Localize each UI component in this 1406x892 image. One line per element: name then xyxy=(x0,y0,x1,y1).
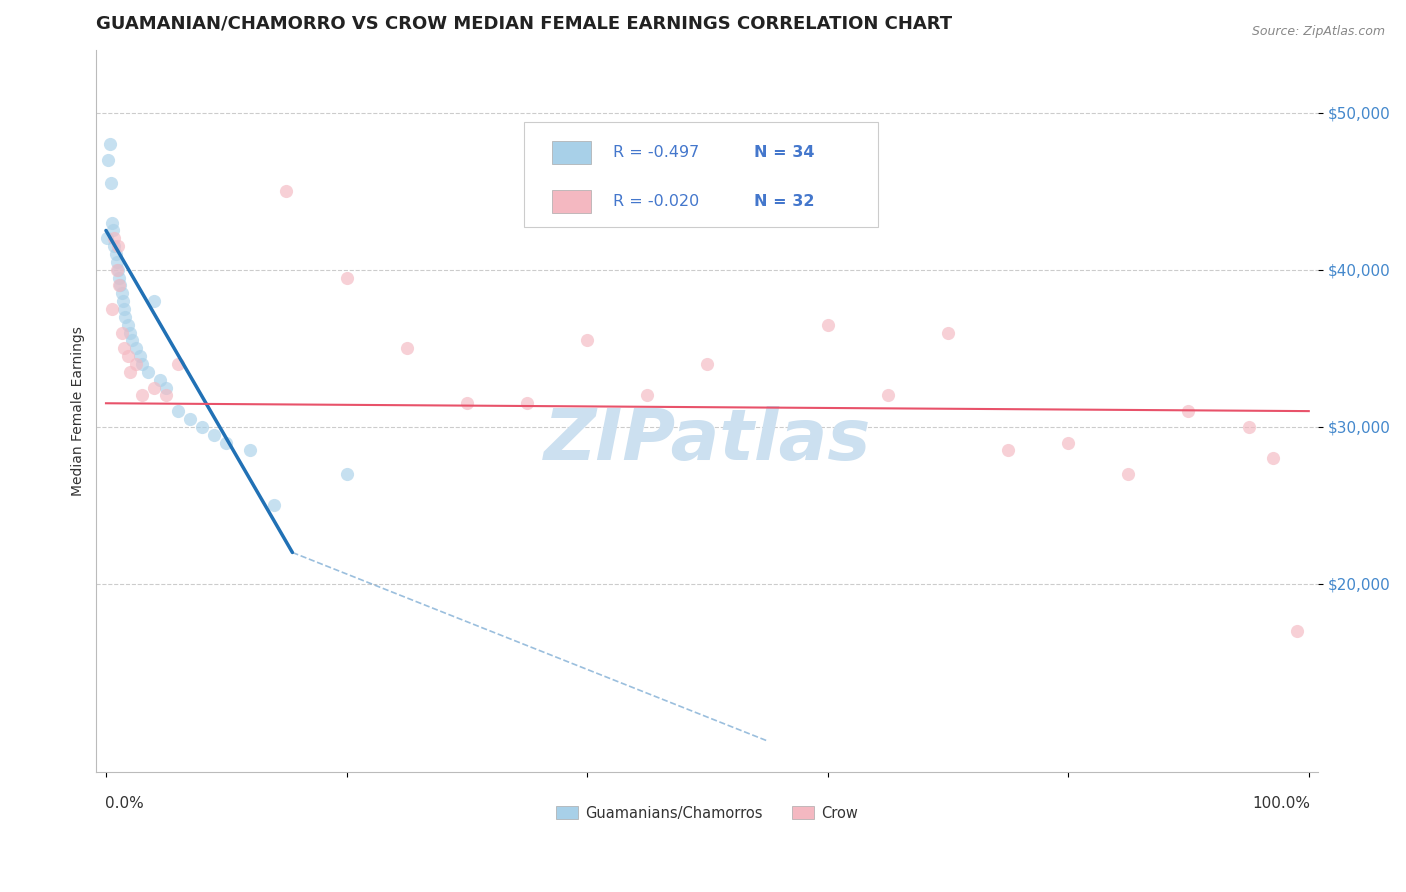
Point xyxy=(103,239,125,253)
Point xyxy=(179,412,201,426)
Point xyxy=(98,137,121,152)
Point xyxy=(1057,435,1080,450)
Point xyxy=(1118,467,1140,481)
Point xyxy=(202,427,225,442)
Point xyxy=(191,419,214,434)
Point xyxy=(103,223,125,237)
Point xyxy=(239,443,262,458)
Point xyxy=(167,404,190,418)
Text: R = -0.020: R = -0.020 xyxy=(613,194,700,209)
Point xyxy=(112,301,135,316)
Point xyxy=(276,184,298,198)
Point xyxy=(155,388,177,402)
Point xyxy=(100,177,122,191)
Text: N = 32: N = 32 xyxy=(754,194,814,209)
Point xyxy=(110,286,132,301)
Point xyxy=(876,388,898,402)
Point xyxy=(114,310,136,324)
Point xyxy=(128,349,150,363)
Point xyxy=(112,341,135,355)
Point xyxy=(576,334,599,348)
Point xyxy=(117,318,139,332)
Point xyxy=(696,357,718,371)
Point xyxy=(103,231,125,245)
Point xyxy=(117,349,139,363)
Point xyxy=(335,467,357,481)
Point xyxy=(118,326,141,340)
Legend: Guamanians/Chamorros, Crow: Guamanians/Chamorros, Crow xyxy=(551,800,865,827)
Point xyxy=(101,216,124,230)
Point xyxy=(263,499,285,513)
Bar xyxy=(553,141,592,164)
Point xyxy=(1237,419,1260,434)
Point xyxy=(107,239,129,253)
Point xyxy=(110,278,132,293)
FancyBboxPatch shape xyxy=(524,122,879,227)
Point xyxy=(136,365,159,379)
Point xyxy=(96,231,118,245)
Text: Source: ZipAtlas.com: Source: ZipAtlas.com xyxy=(1251,25,1385,38)
Point xyxy=(111,294,134,309)
Point xyxy=(143,294,166,309)
Point xyxy=(215,435,238,450)
Point xyxy=(110,326,132,340)
Text: GUAMANIAN/CHAMORRO VS CROW MEDIAN FEMALE EARNINGS CORRELATION CHART: GUAMANIAN/CHAMORRO VS CROW MEDIAN FEMALE… xyxy=(97,15,952,33)
Point xyxy=(1177,404,1199,418)
Bar xyxy=(553,190,592,213)
Point xyxy=(104,247,127,261)
Text: ZIPatlas: ZIPatlas xyxy=(544,406,872,475)
Point xyxy=(125,341,148,355)
Point xyxy=(108,270,131,285)
Point xyxy=(516,396,538,410)
Point xyxy=(105,262,128,277)
Point xyxy=(121,334,143,348)
Point xyxy=(108,278,131,293)
Point xyxy=(118,365,141,379)
Point xyxy=(155,380,177,394)
Text: R = -0.497: R = -0.497 xyxy=(613,145,700,160)
Point xyxy=(105,255,128,269)
Y-axis label: Median Female Earnings: Median Female Earnings xyxy=(72,326,86,496)
Point xyxy=(456,396,478,410)
Point xyxy=(817,318,839,332)
Point xyxy=(335,270,357,285)
Point xyxy=(131,388,153,402)
Point xyxy=(97,153,120,167)
Point xyxy=(395,341,418,355)
Point xyxy=(997,443,1019,458)
Point xyxy=(125,357,148,371)
Point xyxy=(107,262,129,277)
Point xyxy=(101,301,124,316)
Point xyxy=(936,326,959,340)
Text: 100.0%: 100.0% xyxy=(1251,796,1310,811)
Point xyxy=(167,357,190,371)
Text: N = 34: N = 34 xyxy=(754,145,814,160)
Point xyxy=(131,357,153,371)
Text: 0.0%: 0.0% xyxy=(105,796,143,811)
Point xyxy=(143,380,166,394)
Point xyxy=(1261,451,1284,466)
Point xyxy=(1285,624,1308,638)
Point xyxy=(636,388,658,402)
Point xyxy=(149,373,172,387)
